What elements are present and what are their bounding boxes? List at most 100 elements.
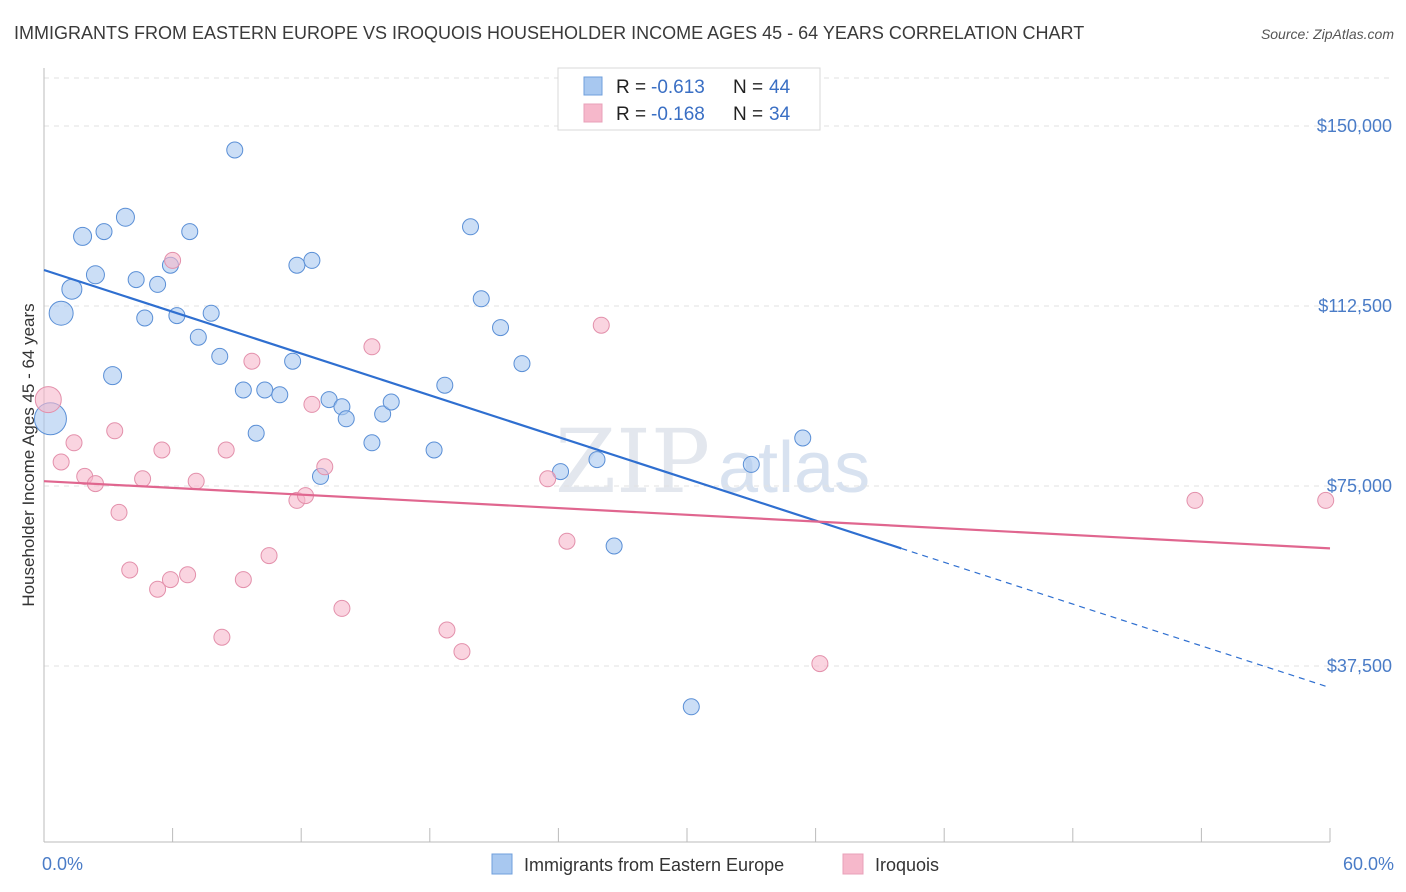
point-s0-16	[211, 347, 229, 365]
point-s1-7	[121, 561, 139, 579]
series-legend-swatch-immigrants	[491, 853, 513, 875]
point-s0-10	[149, 275, 167, 293]
svg-text:atlas: atlas	[718, 428, 870, 508]
point-s0-29	[363, 434, 381, 452]
point-s1-23	[316, 458, 334, 476]
trend-line-s0	[43, 268, 902, 550]
point-s0-7	[115, 207, 135, 227]
point-s1-31	[811, 655, 829, 673]
legend-n-label-immigrants: N =	[733, 77, 763, 98]
legend-n-value-immigrants: 44	[769, 77, 791, 98]
point-s0-4	[85, 265, 105, 285]
y-tick-label-0: $37,500	[1327, 656, 1392, 676]
point-s1-11	[161, 571, 179, 589]
watermark: ZIP atlas	[555, 410, 870, 513]
trend-lines	[43, 268, 1331, 689]
y-tick-label-1: $75,000	[1327, 476, 1392, 496]
scatter-points	[33, 141, 1335, 716]
legend-n-label-iroquois: N =	[733, 104, 763, 125]
point-s0-40	[605, 537, 623, 555]
point-s1-26	[438, 621, 456, 639]
series-legend-swatch-iroquois	[842, 853, 864, 875]
y-tick-label-3: $150,000	[1317, 116, 1392, 136]
point-s0-28	[337, 410, 355, 428]
point-s1-5	[106, 422, 124, 440]
point-s0-38	[552, 463, 570, 481]
point-s0-21	[271, 386, 289, 404]
point-s0-19	[247, 424, 265, 442]
point-s0-35	[472, 290, 490, 308]
legend-r-label-immigrants: R =	[616, 77, 646, 98]
point-s1-25	[363, 338, 381, 356]
x-tick-labels: 0.0% 60.0%	[42, 854, 1394, 874]
series-legend: Immigrants from Eastern Europe Iroquois	[491, 853, 939, 875]
point-s0-31	[382, 393, 400, 411]
axes	[43, 68, 1331, 843]
y-tick-labels: $37,500 $75,000 $112,500 $150,000	[1317, 116, 1392, 676]
point-s0-17	[226, 141, 244, 159]
point-s1-28	[539, 470, 557, 488]
point-s1-1	[52, 453, 70, 471]
point-s0-24	[303, 251, 321, 269]
legend-swatch-iroquois	[583, 103, 603, 123]
point-s0-9	[136, 309, 154, 327]
point-s0-39	[588, 451, 606, 469]
point-s0-1	[48, 300, 74, 326]
point-s0-43	[794, 429, 812, 447]
point-s1-14	[187, 472, 205, 490]
point-s1-15	[213, 628, 231, 646]
point-s0-33	[436, 376, 454, 394]
series-1-points	[34, 251, 1335, 673]
legend-r-value-iroquois: -0.168	[651, 104, 705, 125]
point-s1-12	[164, 251, 182, 269]
trend-line-s1	[43, 480, 1331, 550]
point-s0-23	[288, 256, 306, 274]
point-s0-42	[742, 455, 760, 473]
point-s1-22	[303, 395, 321, 413]
legend-swatch-immigrants	[583, 76, 603, 96]
point-s0-8	[127, 271, 145, 289]
y-tick-label-2: $112,500	[1318, 296, 1392, 316]
point-s0-37	[513, 355, 531, 373]
x-tick-label-1: 60.0%	[1343, 854, 1394, 874]
chart-title: IMMIGRANTS FROM EASTERN EUROPE VS IROQUO…	[14, 23, 1084, 43]
point-s1-17	[234, 571, 252, 589]
point-s1-6	[110, 503, 128, 521]
legend-r-value-immigrants: -0.613	[651, 77, 705, 98]
series-legend-label-immigrants: Immigrants from Eastern Europe	[524, 855, 784, 875]
point-s1-19	[260, 547, 278, 565]
point-s1-10	[153, 441, 171, 459]
legend-r-label-iroquois: R =	[616, 104, 646, 125]
point-s0-30	[374, 405, 392, 423]
trend-extension-s0	[901, 547, 1331, 689]
source-label: Source: ZipAtlas.com	[1261, 26, 1394, 42]
point-s1-33	[1317, 491, 1335, 509]
point-s0-18	[234, 381, 252, 399]
point-s0-26	[320, 391, 338, 409]
point-s1-29	[558, 532, 576, 550]
point-s0-13	[181, 223, 199, 241]
point-s1-9	[149, 580, 167, 598]
point-s1-27	[453, 643, 471, 661]
point-s0-15	[202, 304, 220, 322]
point-s1-24	[333, 599, 351, 617]
point-s1-13	[179, 566, 197, 584]
x-tick-label-0: 0.0%	[42, 854, 83, 874]
point-s1-32	[1186, 491, 1204, 509]
gridlines	[44, 77, 1392, 667]
series-legend-label-iroquois: Iroquois	[875, 855, 939, 875]
point-s0-22	[284, 352, 302, 370]
point-s0-3	[73, 226, 93, 246]
point-s0-14	[189, 328, 207, 346]
point-s0-5	[95, 223, 113, 241]
stats-legend: R = -0.613 N = 44 R = -0.168 N = 34	[557, 67, 821, 131]
point-s1-2	[65, 434, 83, 452]
point-s0-36	[492, 319, 510, 337]
point-s0-32	[425, 441, 443, 459]
point-s1-16	[217, 441, 235, 459]
point-s0-34	[462, 218, 480, 236]
point-s0-41	[682, 698, 700, 716]
legend-n-value-iroquois: 34	[769, 104, 791, 125]
point-s1-0	[34, 386, 62, 414]
